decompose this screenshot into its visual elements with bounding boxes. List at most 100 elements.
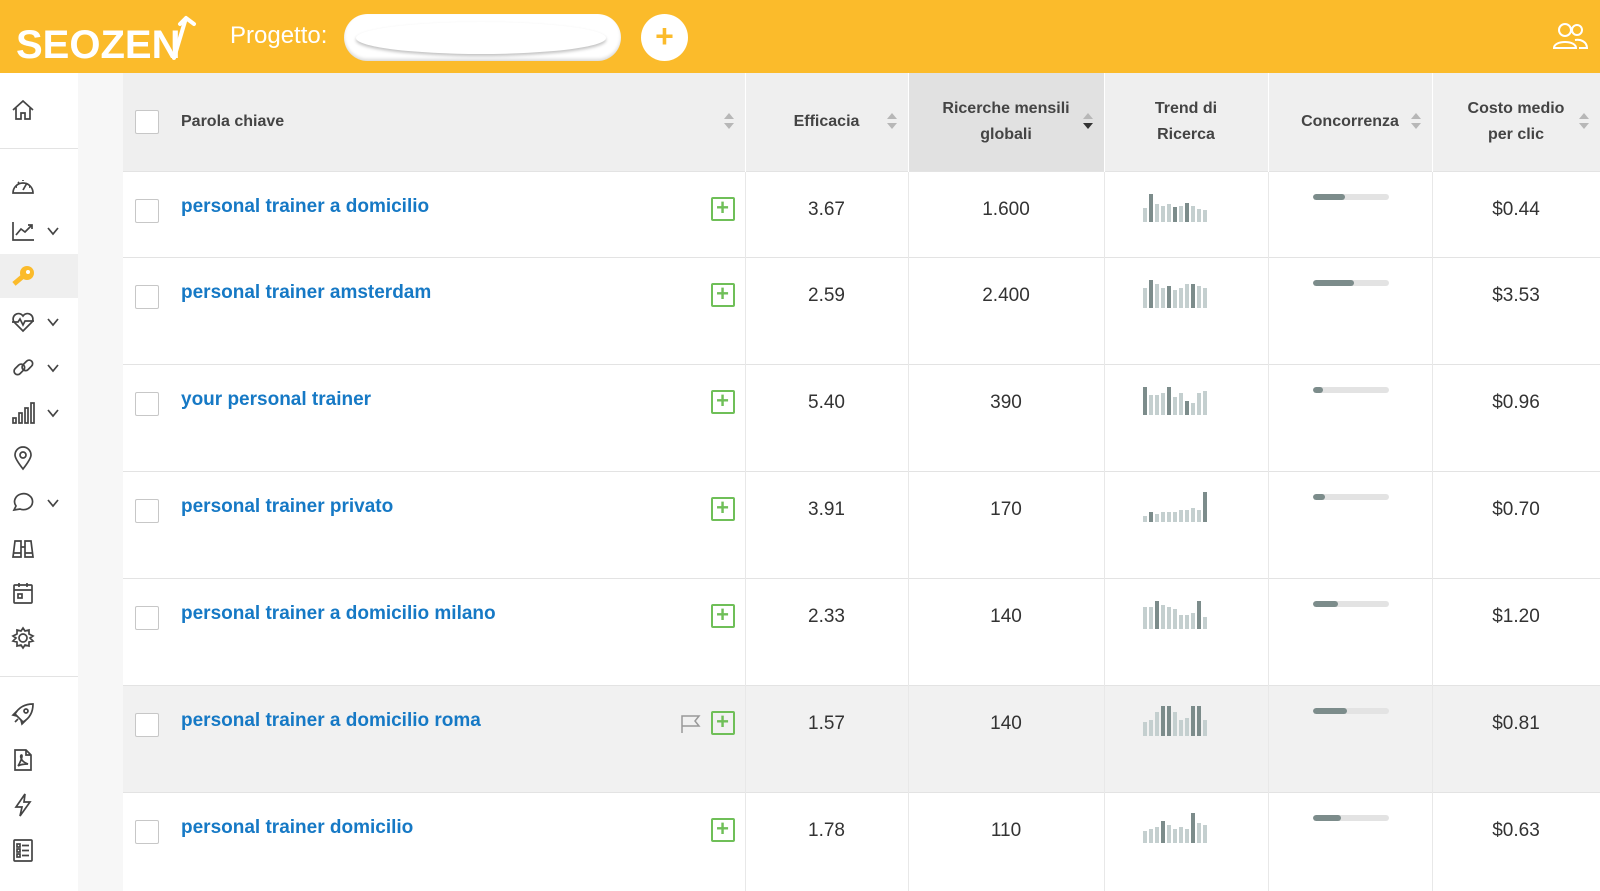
efficacia-cell: 2.59 [745,256,909,364]
sidebar-item-analytics[interactable] [0,208,78,252]
table-row[interactable]: personal trainer amsterdam +2.59 2.400 $3.5… [123,256,1600,364]
trend-bar [1202,209,1207,222]
table-row[interactable]: personal trainer a domicilio +3.67 1.600 $0… [123,170,1600,257]
costo-value: $0.96 [1492,391,1540,413]
trend-cell [1104,577,1269,685]
keyword-link[interactable]: personal trainer a domicilio milano [181,602,496,624]
efficacia-value: 2.33 [808,605,845,627]
sidebar-item-social[interactable] [0,480,78,524]
table-row[interactable]: personal trainer a domicilio roma +1.57 14… [123,684,1600,792]
sort-icon[interactable] [723,111,735,131]
keyword-link[interactable]: personal trainer a domicilio [181,195,430,217]
sidebar-divider [0,148,78,149]
column-header-efficacia[interactable]: Efficacia [745,73,909,171]
row-checkbox[interactable] [135,605,159,630]
keyword-cell: your personal trainer + [123,363,746,471]
trend-bar [1166,285,1171,308]
trend-bar [1148,394,1153,415]
trend-bar [1196,509,1201,522]
checklist-icon [13,839,33,862]
add-keyword-button[interactable]: + [710,817,735,842]
add-keyword-button[interactable]: + [710,196,735,221]
project-label: Progetto: [230,22,328,49]
column-header-concorrenza[interactable]: Concorrenza [1268,73,1433,171]
sort-icon[interactable] [1410,111,1422,131]
row-checkbox[interactable] [135,819,159,844]
trend-bar [1142,207,1147,222]
row-checkbox[interactable] [135,712,159,737]
competition-bar-fill [1312,193,1346,200]
ricerche-value: 170 [990,498,1022,520]
project-select[interactable] [344,14,621,61]
sidebar-item-dashboard[interactable] [0,163,78,207]
keyword-link[interactable]: personal trainer a domicilio roma [181,709,481,731]
trend-bar [1178,392,1183,415]
costo-cell: $0.81 [1432,684,1600,792]
sort-icon[interactable] [1578,111,1590,131]
column-header-ricerche[interactable]: Ricerche mensili globali [908,73,1105,171]
add-keyword-button[interactable]: + [710,710,735,735]
table-row[interactable]: personal trainer privato +3.91 170 $0.70 [123,470,1600,578]
costo-cell: $0.70 [1432,470,1600,578]
sidebar-item-rankings[interactable] [0,390,78,434]
add-project-button[interactable]: + [641,14,688,61]
concorrenza-cell [1268,363,1433,471]
column-header-keyword[interactable]: Parola chiave [123,73,746,171]
costo-cell: $0.63 [1432,791,1600,891]
table-row[interactable]: personal trainer a domicilio milano +2.33… [123,577,1600,685]
sidebar-item-home[interactable] [0,87,78,131]
sidebar-item-boost[interactable] [0,691,78,735]
trend-bar [1178,205,1183,222]
sidebar-item-links[interactable] [0,345,78,389]
add-keyword-button[interactable]: + [710,282,735,307]
sidebar-item-health[interactable] [0,299,78,343]
competition-bar [1312,600,1389,607]
sidebar-item-tasks[interactable] [0,827,78,871]
sidebar-item-competitors[interactable] [0,525,78,569]
column-header-concorrenza-label: Concorrenza [1301,112,1399,130]
keyword-link[interactable]: personal trainer privato [181,495,394,517]
seozen-logo[interactable]: SEOZEN [14,14,199,64]
sidebar-item-quick-actions[interactable] [0,782,78,826]
sidebar-item-calendar[interactable] [0,570,78,614]
key-icon [12,266,34,286]
sort-desc-icon[interactable] [1082,111,1094,131]
row-checkbox[interactable] [135,198,159,223]
sidebar-item-local[interactable] [0,435,78,479]
trend-bar [1172,828,1177,843]
trend-bar [1160,820,1165,843]
ricerche-value: 140 [990,712,1022,734]
add-keyword-button[interactable]: + [710,496,735,521]
add-keyword-button[interactable]: + [710,389,735,414]
trend-sparkline [1142,705,1207,736]
flag-icon[interactable] [680,714,702,734]
select-all-checkbox[interactable] [135,110,159,134]
keyword-link[interactable]: your personal trainer [181,388,372,410]
sidebar-item-settings[interactable] [0,615,78,659]
table-row[interactable]: your personal trainer +5.40 390 $0.96 [123,363,1600,471]
trend-bar [1142,287,1147,308]
efficacia-cell: 1.78 [745,791,909,891]
sort-icon[interactable] [886,111,898,131]
keyword-link[interactable]: personal trainer amsterdam [181,281,432,303]
calendar-icon [13,583,33,604]
trend-cell [1104,684,1269,792]
efficacia-cell: 5.40 [745,363,909,471]
sidebar-item-reports[interactable] [0,737,78,781]
keyword-link[interactable]: personal trainer domicilio [181,816,414,838]
trend-bar [1154,283,1159,308]
efficacia-cell: 3.91 [745,470,909,578]
users-icon[interactable] [1551,20,1589,52]
competition-bar-fill [1312,279,1355,286]
ricerche-cell: 390 [908,363,1105,471]
competition-bar-fill [1312,386,1324,393]
row-checkbox[interactable] [135,284,159,309]
trend-bar [1196,600,1201,629]
column-header-costo[interactable]: Costo medio per clic [1432,73,1600,171]
table-row[interactable]: personal trainer domicilio +1.78 110 $0.63 [123,791,1600,891]
sidebar-item-keywords[interactable] [0,254,78,298]
trend-bar [1190,507,1195,522]
add-keyword-button[interactable]: + [710,603,735,628]
row-checkbox[interactable] [135,498,159,523]
row-checkbox[interactable] [135,391,159,416]
